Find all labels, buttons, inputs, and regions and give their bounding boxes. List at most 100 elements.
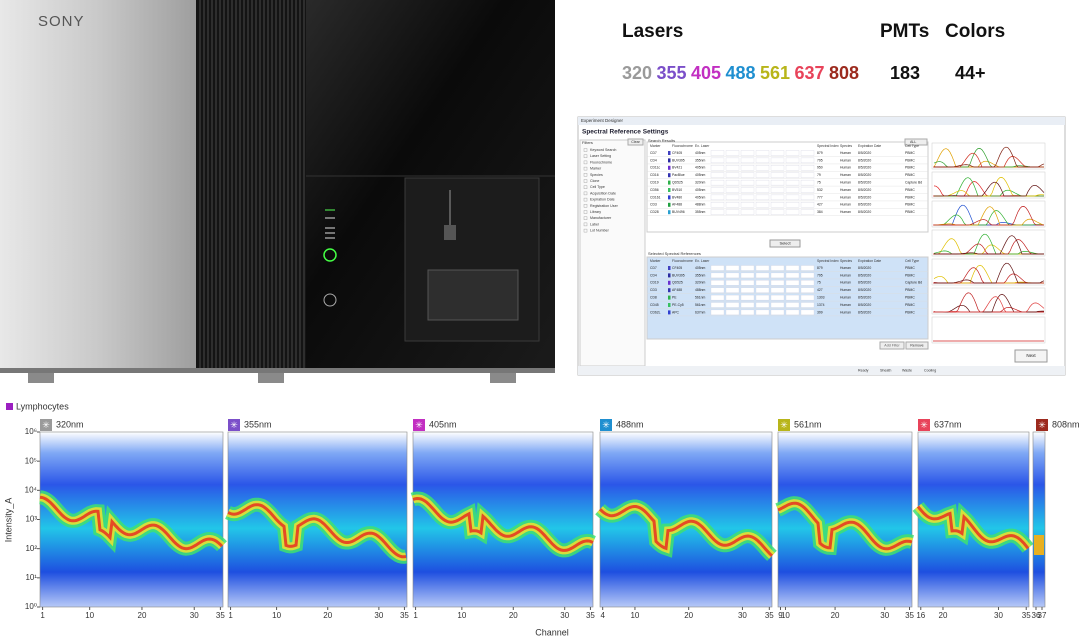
cell: 384 [817,210,823,214]
panel-icon [600,419,612,431]
slat [223,0,225,370]
preview-curve [934,262,1045,284]
laser-cell [800,272,815,279]
laser-cell [755,202,770,208]
laser-cell [770,294,785,301]
slat [203,0,205,370]
laser-cell [740,265,755,271]
cell: Capture Bd [905,180,922,184]
x-tick-label: 35 [1022,611,1031,620]
laser-cell [725,157,740,164]
laser-cell [785,309,800,316]
laser-wavelength: 637 [795,63,825,83]
laser-cell [800,209,815,215]
all-dropdown[interactable] [904,138,928,146]
laser-cell [785,165,800,171]
laser-cell [785,187,800,193]
slat [239,0,241,370]
laser-cell [710,287,725,293]
laser-cell [770,172,785,178]
cell: 561nm [695,295,706,299]
fluor-swatch [668,195,671,200]
laser-cell [770,202,785,208]
laser-cell [725,280,740,286]
filter-toggle [583,228,588,233]
cell: CD45 [650,303,659,307]
status-item: Waste [902,368,912,372]
density-band [39,495,224,551]
clear-button[interactable] [627,138,644,146]
x-tick-label: 35 [216,611,225,620]
x-tick-label: 20 [939,611,948,620]
y-tick-label: 10² [25,544,37,553]
laser-cell [755,150,770,156]
cell: APC [672,310,680,314]
x-tick-label: 30 [880,611,889,620]
slat [211,0,213,370]
filter-toggle [583,204,588,208]
laser-cell [770,309,785,316]
preview-plot [931,316,1046,344]
cell: PBMC [905,310,915,314]
preview-curve [934,235,1045,255]
slat [271,0,273,370]
cell: 8/5/2020 [858,210,871,214]
y-axis-label: Intensity_A [3,498,13,543]
density-band [916,505,1030,550]
status-item: Ready [858,368,869,372]
cell: CD16 [650,173,659,177]
cell: Human [840,266,851,270]
cell: QD525 [672,180,683,184]
laser-cell [800,172,815,178]
fluor-swatch [668,266,671,270]
cell: 8/5/2020 [858,281,871,285]
indicators [323,209,337,307]
cell: 405nm [695,195,706,199]
laser-cell [710,187,725,193]
cell: 355nm [695,210,706,214]
laser-cell [725,302,740,308]
remove-button[interactable] [905,341,929,350]
preview-plot [931,200,1046,228]
next-button[interactable] [1014,349,1048,363]
cell: Human [840,281,851,285]
laser-wavelength: 320 [622,63,652,83]
density-band [227,503,407,559]
cell: 8/5/2020 [858,188,871,192]
x-tick-label: 1 [228,611,233,620]
color-count: 44+ [955,63,986,83]
laser-cell [755,172,770,178]
cell: Human [840,273,851,277]
column-header: Expiration Date [858,144,881,148]
probe-head [444,225,456,240]
cell: CD4 [650,158,657,162]
cell: 405nm [695,173,706,177]
slat [259,0,261,370]
cell: 399 [817,310,823,314]
lasers-title: Lasers [622,21,683,42]
cell: 8/5/2020 [858,273,871,277]
add-filter-button[interactable] [879,341,905,350]
select-button[interactable] [769,239,801,248]
cell: 8/5/2020 [858,310,871,314]
filter-item: Lot Number [590,229,610,233]
slat [267,0,269,370]
laser-wavelength: 808 [829,63,859,83]
panel-icon-star: ✳ [920,420,928,430]
panel-icon [918,419,930,431]
x-tick-label: 30 [994,611,1003,620]
laser-cell [710,265,725,271]
cell: PE-Cy5 [672,303,684,307]
filter-toggle [583,222,588,227]
filter-item: Acquisition Date [590,191,616,195]
filter-toggle [583,160,588,165]
x-tick-label: 10 [272,611,281,620]
column-header: Ex. Laser [695,259,710,263]
laser-cell [740,165,755,171]
laser-cell [785,157,800,164]
column-header: Spectral Index [817,144,839,148]
cell: BV510 [672,188,682,192]
laser-cell [710,157,725,164]
status-bar [578,366,1065,375]
cell: 320nm [695,281,706,285]
